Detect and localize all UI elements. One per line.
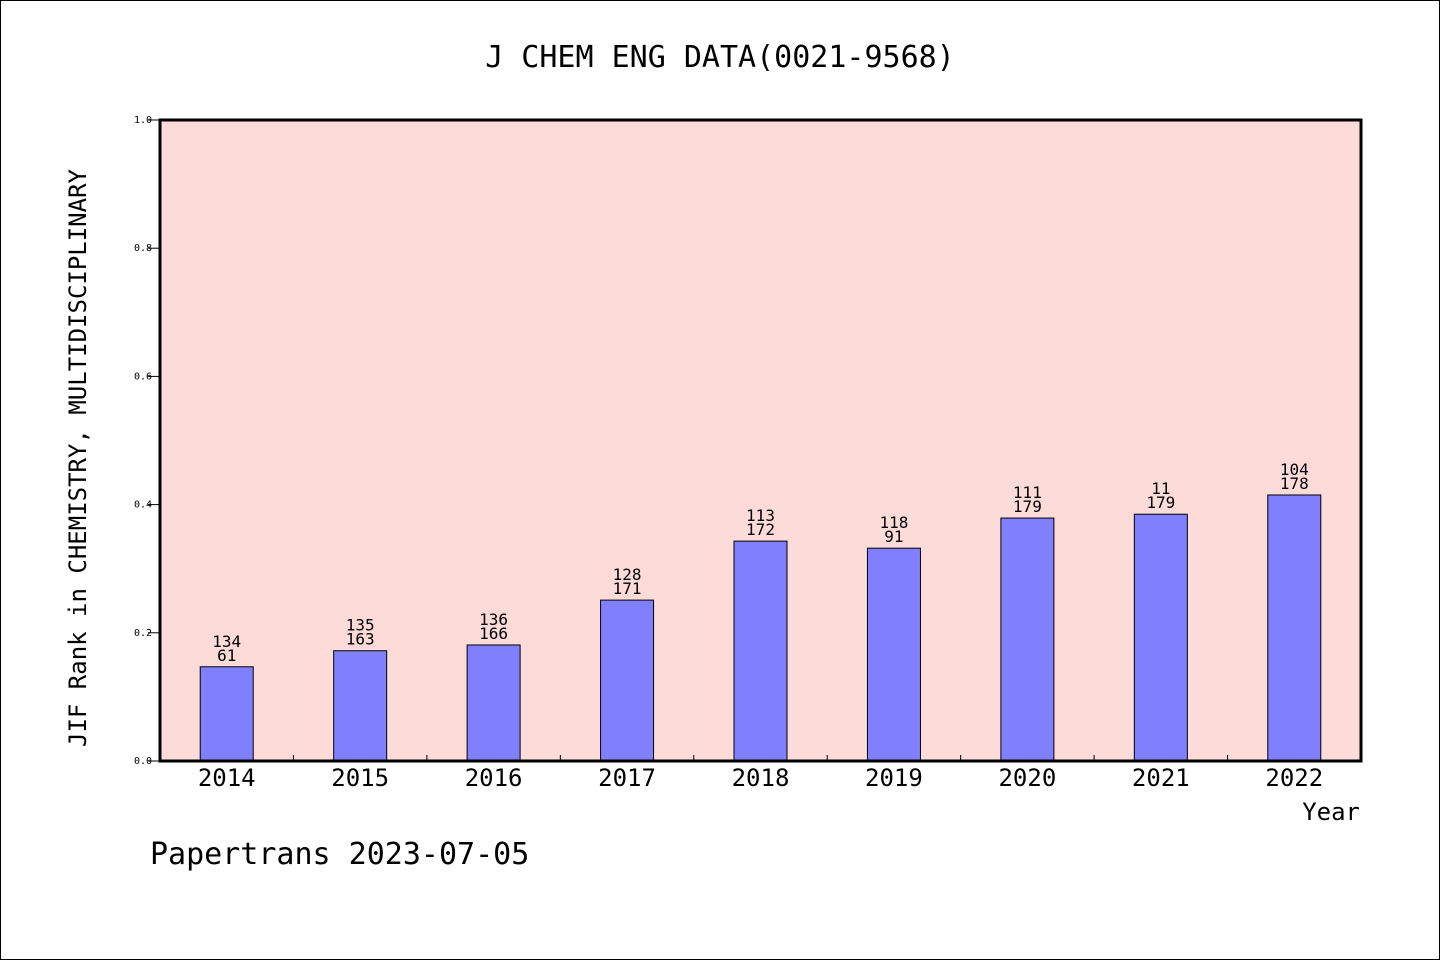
bar-label-bottom: 172 <box>746 520 775 539</box>
bar-label-bottom: 61 <box>217 646 236 665</box>
bar-label-top: 128 <box>613 565 642 584</box>
y-tick-label: 0.8 <box>134 243 152 254</box>
bar <box>199 666 254 762</box>
bar-label-top: 104 <box>1280 460 1309 479</box>
x-tick-label: 2021 <box>1132 764 1190 792</box>
x-tick-label: 2017 <box>598 764 656 792</box>
bar-label-bottom: 166 <box>479 624 508 643</box>
bar-label-top: 11 <box>1151 479 1170 498</box>
bar <box>600 599 655 762</box>
bar-label-bottom: 171 <box>613 579 642 598</box>
bar-label-top: 118 <box>879 513 908 532</box>
bar <box>866 547 921 762</box>
y-tick-label: 0.6 <box>134 371 152 382</box>
y-tick-label: 0.0 <box>134 756 152 767</box>
bar-label-bottom: 178 <box>1280 474 1309 493</box>
x-tick-label: 2022 <box>1265 764 1323 792</box>
x-tick-label: 2020 <box>998 764 1056 792</box>
bar <box>333 650 388 762</box>
bar <box>733 540 788 762</box>
bar <box>466 644 521 762</box>
bar <box>1133 513 1188 762</box>
x-axis: 2014 2015 2016 2017 2018 2019 2020 2021 2022 <box>198 755 1323 792</box>
bar-label-top: 136 <box>479 610 508 629</box>
bar-label-bottom: 179 <box>1146 493 1175 512</box>
bar-label-bottom: 91 <box>884 527 903 546</box>
y-tick-label: 0.4 <box>134 500 152 511</box>
bar-label-bottom: 179 <box>1013 497 1042 516</box>
bar-label-top: 135 <box>346 616 375 635</box>
bar-label-top: 113 <box>746 506 775 525</box>
bar-label-top: 111 <box>1013 483 1042 502</box>
plot-border <box>158 118 1363 763</box>
y-tick-label: 0.2 <box>134 628 152 639</box>
y-axis: 0.0 0.2 0.4 0.6 0.8 1.0 <box>134 115 160 767</box>
chart-title: J CHEM ENG DATA(0021-9568) <box>485 40 955 75</box>
y-tick-label: 1.0 <box>134 115 152 126</box>
bar-label-bottom: 163 <box>346 630 375 649</box>
x-tick-label: 2014 <box>198 764 256 792</box>
bars-layer <box>199 494 1322 762</box>
x-tick-label: 2019 <box>865 764 923 792</box>
bar <box>1000 517 1055 762</box>
y-axis-label: JIF Rank in CHEMISTRY, MULTIDISCIPLINARY <box>64 168 92 747</box>
footer-text: Papertrans 2023-07-05 <box>150 837 529 872</box>
bar <box>1267 494 1322 762</box>
x-axis-label: Year <box>1302 798 1360 826</box>
x-tick-label: 2015 <box>331 764 389 792</box>
x-tick-label: 2016 <box>465 764 523 792</box>
x-tick-label: 2018 <box>732 764 790 792</box>
bar-label-top: 134 <box>212 632 241 651</box>
